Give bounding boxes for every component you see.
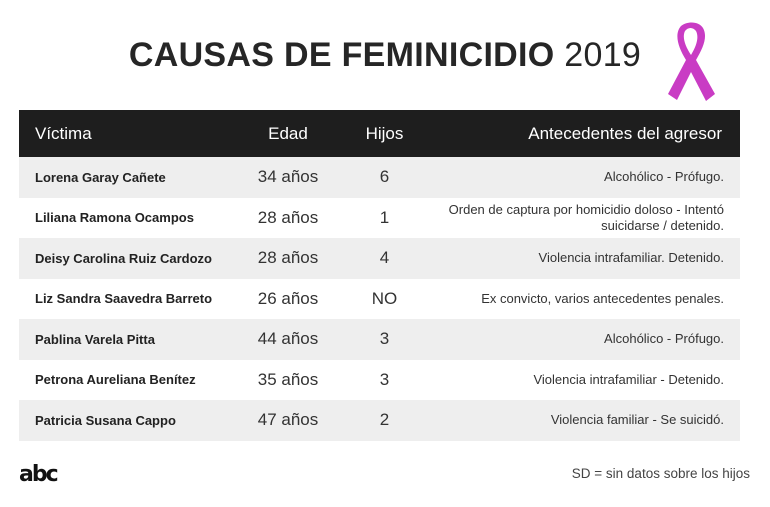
- header-victima: Víctima: [35, 123, 92, 143]
- cell-victima: Liliana Ramona Ocampos: [35, 210, 194, 226]
- cell-hijos: NO: [371, 288, 398, 308]
- cell-hijos: 1: [379, 207, 390, 227]
- cell-antecedentes: Violencia intrafamiliar - Detenido.: [533, 371, 724, 387]
- cell-victima: Liz Sandra Saavedra Barreto: [35, 291, 213, 307]
- table-row: Patricia Susana Cappo 47 años 2 Violenci…: [19, 400, 740, 441]
- cell-victima: Lorena Garay Cañete: [35, 169, 166, 185]
- table-row: Pablina Varela Pitta 44 años 3 Alcohólic…: [19, 319, 740, 360]
- awareness-ribbon-icon: [668, 22, 715, 101]
- cell-edad: 26 años: [257, 288, 319, 308]
- header-edad: Edad: [268, 123, 308, 143]
- title-year: 2019: [564, 36, 642, 74]
- cell-antecedentes: Ex convicto, varios antecedentes penales…: [481, 290, 724, 306]
- cell-hijos: 3: [379, 369, 390, 389]
- cell-antecedentes: Orden de captura por homicidio doloso - …: [448, 201, 724, 233]
- feminicide-table: Víctima Edad Hijos Antecedentes del agre…: [19, 110, 740, 441]
- abc-logo: abc: [19, 462, 59, 487]
- table-row: Liliana Ramona Ocampos 28 años 1 Orden d…: [19, 197, 740, 238]
- cell-edad: 28 años: [257, 248, 319, 268]
- footnote: SD = sin datos sobre los hijos: [571, 466, 750, 481]
- cell-antecedentes: Violencia intrafamiliar. Detenido.: [538, 250, 724, 266]
- table-row: Petrona Aureliana Benítez 35 años 3 Viol…: [19, 359, 740, 400]
- cell-edad: 34 años: [257, 167, 319, 187]
- cell-victima: Petrona Aureliana Benítez: [35, 372, 196, 388]
- cell-victima: Pablina Varela Pitta: [35, 331, 155, 347]
- table-row: Deisy Carolina Ruiz Cardozo 28 años 4 Vi…: [19, 238, 740, 279]
- cell-victima: Patricia Susana Cappo: [35, 412, 176, 428]
- cell-hijos: 2: [379, 410, 390, 430]
- cell-antecedentes: Alcohólico - Prófugo.: [604, 331, 724, 347]
- cell-edad: 47 años: [257, 410, 319, 430]
- cell-victima: Deisy Carolina Ruiz Cardozo: [35, 250, 212, 266]
- cell-hijos: 4: [379, 248, 390, 268]
- table-row: Liz Sandra Saavedra Barreto 26 años NO E…: [19, 278, 740, 319]
- header-antecedentes: Antecedentes del agresor: [528, 123, 722, 143]
- table-header-row: Víctima Edad Hijos Antecedentes del agre…: [19, 110, 740, 157]
- cell-edad: 44 años: [257, 329, 319, 349]
- cell-edad: 28 años: [257, 207, 319, 227]
- cell-hijos: 3: [379, 329, 390, 349]
- cell-edad: 35 años: [257, 369, 319, 389]
- table-row: Lorena Garay Cañete 34 años 6 Alcohólico…: [19, 157, 740, 198]
- page-title: CAUSAS DE FEMINICIDIO 2019: [0, 36, 770, 75]
- cell-hijos: 6: [379, 167, 390, 187]
- cell-antecedentes: Violencia familiar - Se suicidó.: [550, 412, 724, 428]
- cell-antecedentes: Alcohólico - Prófugo.: [604, 169, 724, 185]
- title-main: CAUSAS DE FEMINICIDIO: [128, 36, 555, 74]
- header-hijos: Hijos: [365, 123, 404, 143]
